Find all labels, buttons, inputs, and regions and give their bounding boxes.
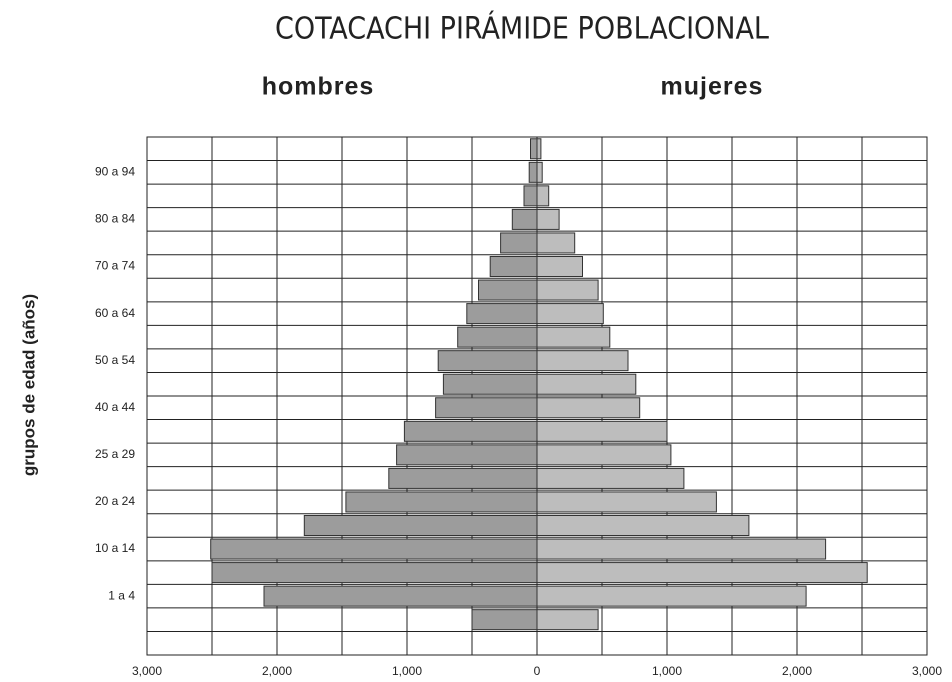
bar — [471, 609, 538, 631]
bar — [528, 161, 538, 183]
bar — [536, 255, 583, 278]
bar — [536, 185, 550, 207]
y-tick-label: 20 a 24 — [95, 494, 135, 508]
x-tick-label: 1,000 — [392, 664, 422, 678]
bar — [457, 326, 538, 348]
series-header: mujeres — [661, 73, 764, 101]
bar — [536, 208, 560, 230]
chart-title: COTACACHI PIRÁMIDE POBLACIONAL — [275, 11, 769, 47]
y-tick-label: 60 a 64 — [95, 306, 135, 320]
bar — [511, 208, 538, 230]
bar — [523, 185, 538, 207]
bar — [466, 303, 538, 325]
bar — [210, 538, 538, 560]
y-tick-label: 50 a 54 — [95, 353, 135, 367]
bar — [536, 514, 750, 537]
bar — [478, 279, 538, 301]
x-tick-label: 3,000 — [912, 664, 942, 678]
bar — [536, 303, 604, 325]
bar — [396, 444, 538, 466]
bar — [536, 138, 542, 160]
series-header: hombres — [262, 73, 375, 101]
y-axis-label: grupos de edad (años) — [19, 294, 38, 476]
x-tick-label: 2,000 — [262, 664, 292, 678]
bar — [345, 491, 538, 513]
bar — [536, 373, 637, 395]
bar — [211, 562, 538, 584]
y-tick-label: 80 a 84 — [95, 212, 135, 226]
x-tick-label: 3,000 — [132, 664, 162, 678]
bar — [388, 467, 538, 489]
y-tick-label: 40 a 44 — [95, 400, 135, 414]
bar — [500, 232, 538, 254]
bar — [536, 444, 672, 466]
bar — [442, 373, 538, 395]
y-tick-label: 90 a 94 — [95, 164, 135, 178]
bar — [536, 397, 641, 419]
bar — [536, 232, 576, 254]
y-tick-label: 70 a 74 — [95, 259, 135, 273]
bar — [536, 491, 717, 513]
x-tick-label: 1,000 — [652, 664, 682, 678]
x-tick-label: 0 — [534, 664, 541, 678]
x-tick-label: 2,000 — [782, 664, 812, 678]
bar — [536, 538, 827, 560]
bar — [263, 585, 538, 607]
bar — [437, 350, 538, 372]
bar — [536, 609, 599, 631]
bar — [530, 138, 538, 160]
y-tick-label: 10 a 14 — [95, 541, 135, 555]
y-tick-label: 1 a 4 — [108, 588, 135, 602]
bar — [536, 420, 668, 442]
y-tick-label: 25 a 29 — [95, 447, 135, 461]
bar — [536, 585, 807, 607]
bar — [536, 161, 543, 183]
bar — [536, 467, 685, 489]
bar — [536, 350, 629, 372]
bar — [536, 326, 611, 348]
bar — [536, 279, 599, 301]
bar — [489, 255, 538, 278]
bar — [435, 397, 538, 419]
bar — [403, 420, 538, 442]
bar — [303, 514, 538, 537]
bar — [536, 562, 868, 584]
